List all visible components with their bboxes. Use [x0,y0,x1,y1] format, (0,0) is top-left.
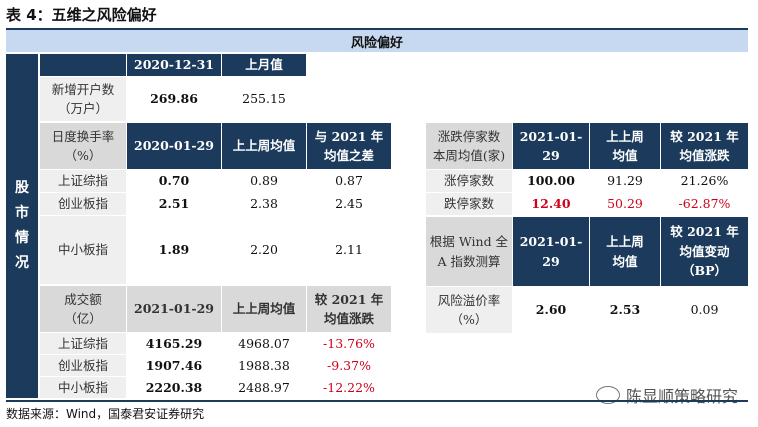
volume-date-header: 2021-01-29 [127,286,221,332]
volume-diff-header: 较 2021 年 均值涨跌 [307,286,391,332]
premium-prev-header: 上上周 均值 [590,217,660,286]
limit-row-diff: -62.87% [661,193,748,215]
premium-prev: 2.53 [590,287,660,333]
volume-row-value: 4165.29 [127,333,221,354]
watermark: 陈显顺策略研究 [595,383,738,407]
limit-label: 涨跌停家数 本周均值(家) [426,123,512,169]
turnover-row-prev: 0.89 [222,170,306,192]
table-title: 表 4：五维之风险偏好 [6,6,157,24]
volume-row-name: 上证综指 [40,333,126,354]
turnover-row-prev: 2.38 [222,193,306,215]
accounts-prev: 255.15 [222,77,306,121]
turnover-diff-header: 与 2021 年 均值之差 [307,123,391,169]
turnover-row-value: 2.51 [127,193,221,215]
side-label: 股 市 情 况 [6,54,38,398]
turnover-row-name: 上证综指 [40,170,126,192]
volume-row-name: 中小板指 [40,377,126,398]
volume-row-prev: 1988.38 [222,355,306,376]
premium-date-header: 2021-01- 29 [513,217,589,286]
turnover-row-value: 1.89 [127,216,221,284]
volume-row-prev: 2488.97 [222,377,306,398]
premium-row-label: 风险溢价率 （%） [426,287,512,333]
premium-diff: 0.09 [661,287,748,333]
turnover-row-name: 创业板指 [40,193,126,215]
limit-row-value: 12.40 [513,193,589,215]
limit-date-header: 2021-01- 29 [513,123,589,169]
section-banner: 风险偏好 [6,30,748,52]
volume-row-diff: -13.76% [307,333,391,354]
turnover-row-diff: 0.87 [307,170,391,192]
premium-diff-header: 较 2021 年 均值变动 （BP） [661,217,748,286]
turnover-row-name: 中小板指 [40,216,126,284]
premium-label: 根据 Wind 全 A 指数测算 [426,217,512,286]
limit-prev-header: 上上周 均值 [590,123,660,169]
top-rule [6,28,748,30]
watermark-text: 陈显顺策略研究 [625,387,738,406]
accounts-value: 269.86 [127,77,221,121]
premium-value: 2.60 [513,287,589,333]
limit-row-name: 涨停家数 [426,170,512,192]
limit-diff-header: 较 2021 年 均值涨跌 [661,123,748,169]
turnover-prev-header: 上上周均值 [222,123,306,169]
limit-row-diff: 21.26% [661,170,748,192]
volume-prev-header: 上上周均值 [222,286,306,332]
source-note: 数据来源：Wind，国泰君安证券研究 [6,407,205,421]
turnover-label: 日度换手率 （%） [40,123,126,169]
wechat-icon [595,386,620,404]
accounts-prev-header: 上月值 [222,54,306,76]
limit-row-prev: 50.29 [590,193,660,215]
volume-row-name: 创业板指 [40,355,126,376]
turnover-row-diff: 2.11 [307,216,391,284]
volume-row-value: 2220.38 [127,377,221,398]
accounts-header-blank [40,54,126,76]
bottom-rule [6,400,748,402]
limit-row-prev: 91.29 [590,170,660,192]
turnover-row-diff: 2.45 [307,193,391,215]
accounts-date-header: 2020-12-31 [127,54,221,76]
turnover-row-value: 0.70 [127,170,221,192]
turnover-date-header: 2020-01-29 [127,123,221,169]
limit-row-value: 100.00 [513,170,589,192]
volume-label: 成交额 （亿） [40,286,126,332]
limit-row-name: 跌停家数 [426,193,512,215]
volume-row-prev: 4968.07 [222,333,306,354]
volume-row-diff: -9.37% [307,355,391,376]
volume-row-value: 1907.46 [127,355,221,376]
volume-row-diff: -12.22% [307,377,391,398]
turnover-row-prev: 2.20 [222,216,306,284]
accounts-label: 新增开户数 （万户） [40,77,126,121]
